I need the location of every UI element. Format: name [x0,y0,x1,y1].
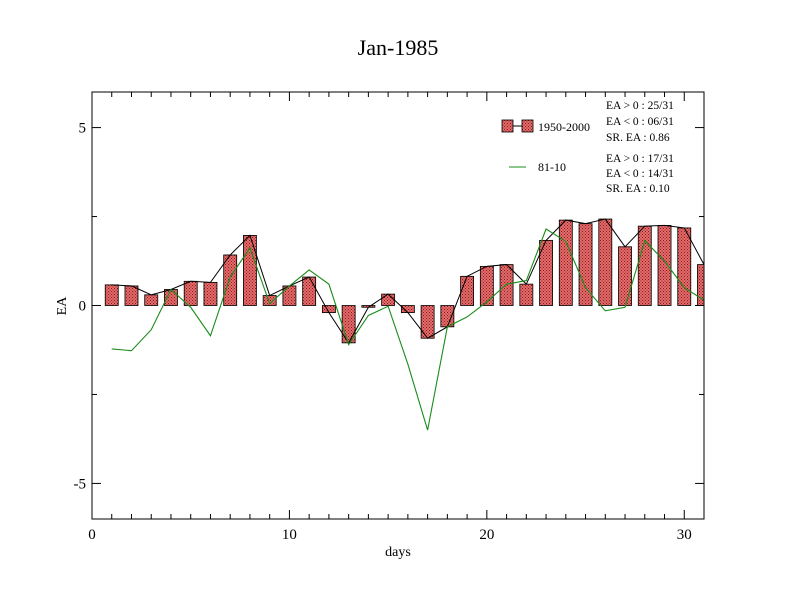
bar-day-8 [243,235,257,306]
legend-label-line: 81-10 [538,160,566,174]
legend: 1950-2000 81-10 EA > 0 : 25/31 EA < 0 : … [501,100,674,195]
x-axis: 0 10 20 30 [88,92,705,543]
legend-label-bars: 1950-2000 [538,120,590,134]
bar-day-26 [598,218,613,306]
bar-day-22 [519,283,534,306]
legend-entry-bars: 1950-2000 [501,119,590,134]
stats-1-sr: SR. EA : 0.86 [606,132,670,144]
stats-block-2: EA > 0 : 17/31 EA < 0 : 14/31 SR. EA : 0… [606,153,674,195]
plot-marks [104,218,704,431]
bar-day-24 [558,219,573,306]
series-line-1950-2000 [111,218,704,344]
y-axis: -5 0 5 [74,121,704,492]
x-axis-label: days [385,545,411,560]
bar-day-5 [183,280,198,306]
bar-day-15 [381,293,396,306]
legend-entry-line: 81-10 [509,160,566,174]
bar-day-21 [499,264,514,306]
bar-day-2 [124,285,139,306]
bar-day-10 [282,285,297,306]
bar-day-1 [104,284,119,306]
x-tick-label-30: 30 [677,527,692,543]
y-tick-label--5: -5 [74,476,87,492]
y-axis-label: EA [55,296,70,316]
stats-2-negative: EA < 0 : 14/31 [606,168,674,180]
x-tick-label-20: 20 [479,527,494,543]
bar-day-6 [203,281,218,306]
bar-day-19 [460,275,475,306]
stats-1-positive: EA > 0 : 25/31 [606,100,674,112]
stats-2-positive: EA > 0 : 17/31 [606,153,674,165]
series-line-81-10 [111,228,704,431]
bar-day-29 [657,225,672,306]
bar-day-17 [420,305,435,339]
bar-day-11 [302,276,317,306]
x-tick-label-10: 10 [282,527,297,543]
y-tick-label-0: 0 [79,299,87,315]
legend-bar-swatch-left [501,119,514,133]
bar-day-3 [144,294,159,306]
bar-day-20 [479,265,494,306]
bar-day-28 [637,225,652,306]
stats-block-1: EA > 0 : 25/31 EA < 0 : 06/31 SR. EA : 0… [606,100,674,144]
bar-day-4 [164,289,178,306]
stats-2-sr: SR. EA : 0.10 [606,183,670,195]
bar-day-31 [697,264,704,306]
bar-day-27 [618,246,632,306]
bar-day-12 [321,305,336,314]
chart-title: Jan-1985 [358,35,439,60]
bar-day-16 [400,305,415,314]
bar-day-7 [223,254,238,306]
x-tick-label-0: 0 [88,527,96,543]
plot-area [104,218,704,431]
stats-1-negative: EA < 0 : 06/31 [606,116,674,128]
bar-day-30 [677,227,692,306]
legend-bar-swatch-right [521,119,534,133]
y-tick-label-5: 5 [79,121,87,137]
